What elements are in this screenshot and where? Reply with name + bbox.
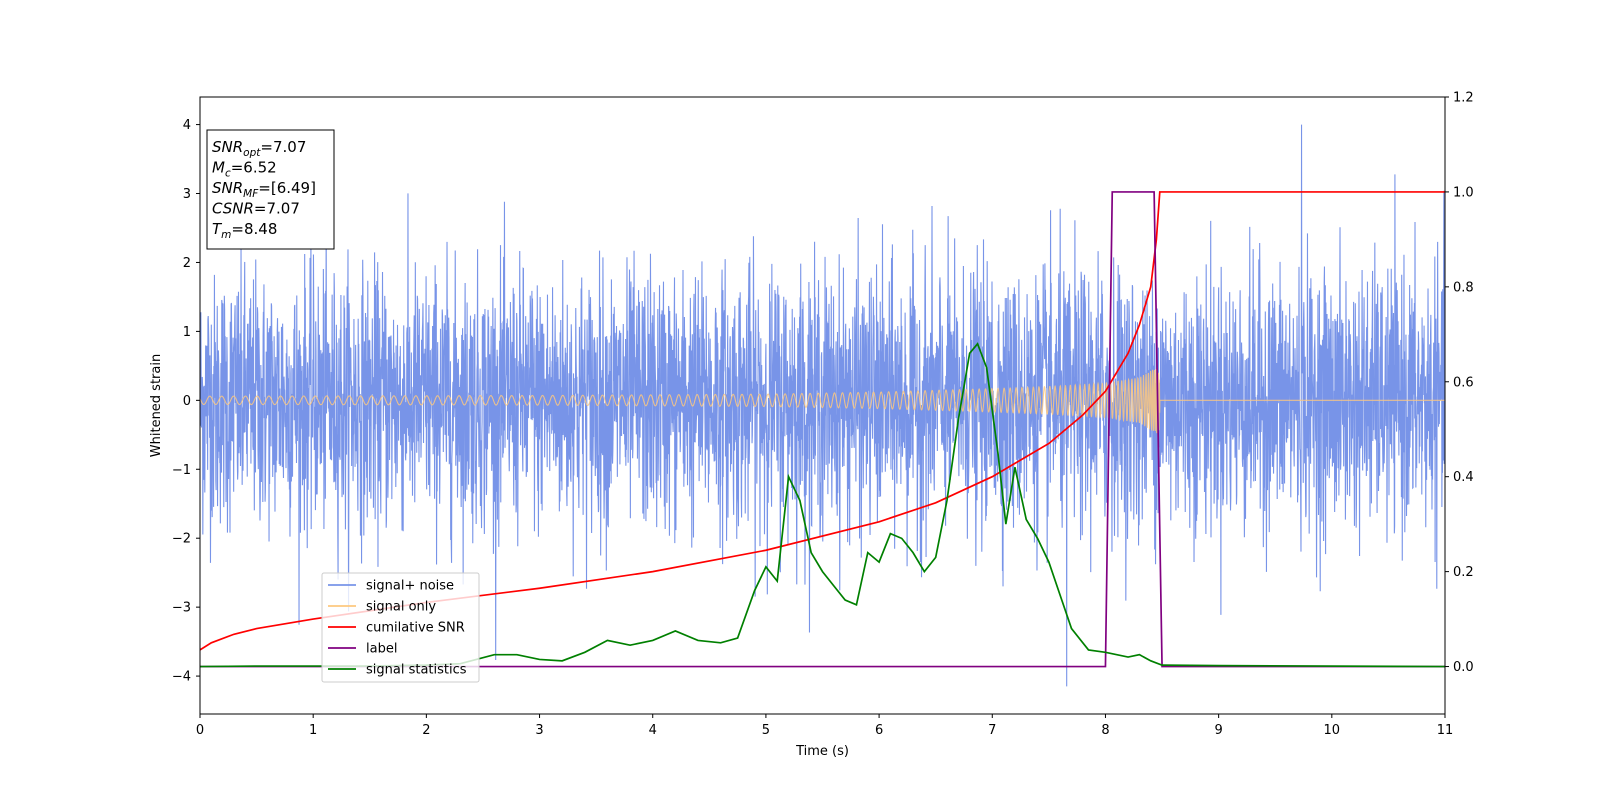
plot-area [200, 124, 1445, 687]
y-tick-label: −1 [172, 463, 191, 478]
series-cumilative-snr-line [200, 191, 1445, 651]
x-tick-label: 7 [988, 723, 996, 738]
x-tick-label: 9 [1214, 723, 1222, 738]
x-tick-label: 4 [649, 723, 657, 738]
series-signal-statistics-line [200, 342, 1445, 668]
y-tick-label: 1 [183, 325, 191, 340]
info-line: Tm=8.48 [212, 220, 277, 241]
y-tick-label: 3 [183, 187, 191, 202]
x-tick-label: 10 [1324, 723, 1341, 738]
y-tick-label: 4 [183, 118, 191, 133]
x-tick-label: 5 [762, 723, 770, 738]
y-tick-label: −2 [172, 532, 191, 547]
x-tick-label: 2 [422, 723, 430, 738]
x-tick-label: 1 [309, 723, 317, 738]
y-tick-label: −3 [172, 601, 191, 616]
y2-tick-label: 0.2 [1453, 565, 1474, 580]
info-line: Mc=6.52 [212, 159, 277, 180]
y2-tick-label: 1.0 [1453, 185, 1474, 200]
y-tick-label: 2 [183, 256, 191, 271]
x-tick-label: 11 [1437, 723, 1454, 738]
info-box-frame [206, 129, 335, 250]
y2-tick-label: 0.4 [1453, 470, 1474, 485]
series-label-line [200, 191, 1445, 668]
x-tick-label: 0 [196, 723, 204, 738]
y2-tick-label: 0.8 [1453, 280, 1474, 295]
legend-label-signal-statistics: signal statistics [366, 663, 467, 678]
series-signal-only-line [200, 366, 1445, 434]
x-tick-label: 6 [875, 723, 883, 738]
info-line: CSNR=7.07 [212, 200, 300, 218]
y-tick-label: −4 [172, 670, 191, 685]
y-axis-label: Whitened strain [149, 354, 164, 457]
legend-label-signal-noise: signal+ noise [366, 579, 454, 594]
legend: signal+ noise signal only cumilative SNR la… [321, 572, 480, 683]
legend-label-label: label [366, 642, 397, 657]
y2-tick-label: 0.6 [1453, 375, 1474, 390]
y2-tick-label: 1.2 [1453, 91, 1474, 106]
axes-frame [199, 96, 1446, 715]
y2-tick-label: 0.0 [1453, 660, 1474, 675]
y-tick-label: 0 [183, 394, 191, 409]
x-tick-label: 3 [535, 723, 543, 738]
legend-label-signal-only: signal only [366, 600, 436, 615]
info-line: SNRMF=[6.49] [212, 179, 316, 200]
info-line: SNRopt=7.07 [212, 138, 306, 159]
legend-label-cumilative-snr: cumilative SNR [366, 621, 465, 636]
legend-frame [321, 572, 480, 683]
x-axis-label: Time (s) [795, 744, 849, 759]
x-tick-label: 8 [1101, 723, 1109, 738]
tick-layer: 0 1 2 3 4 5 6 7 8 9 10 11 −4 −3 −2 −1 0 1 2 3 4 0.0 0.2 0.4 0.6 0… [172, 91, 1474, 739]
